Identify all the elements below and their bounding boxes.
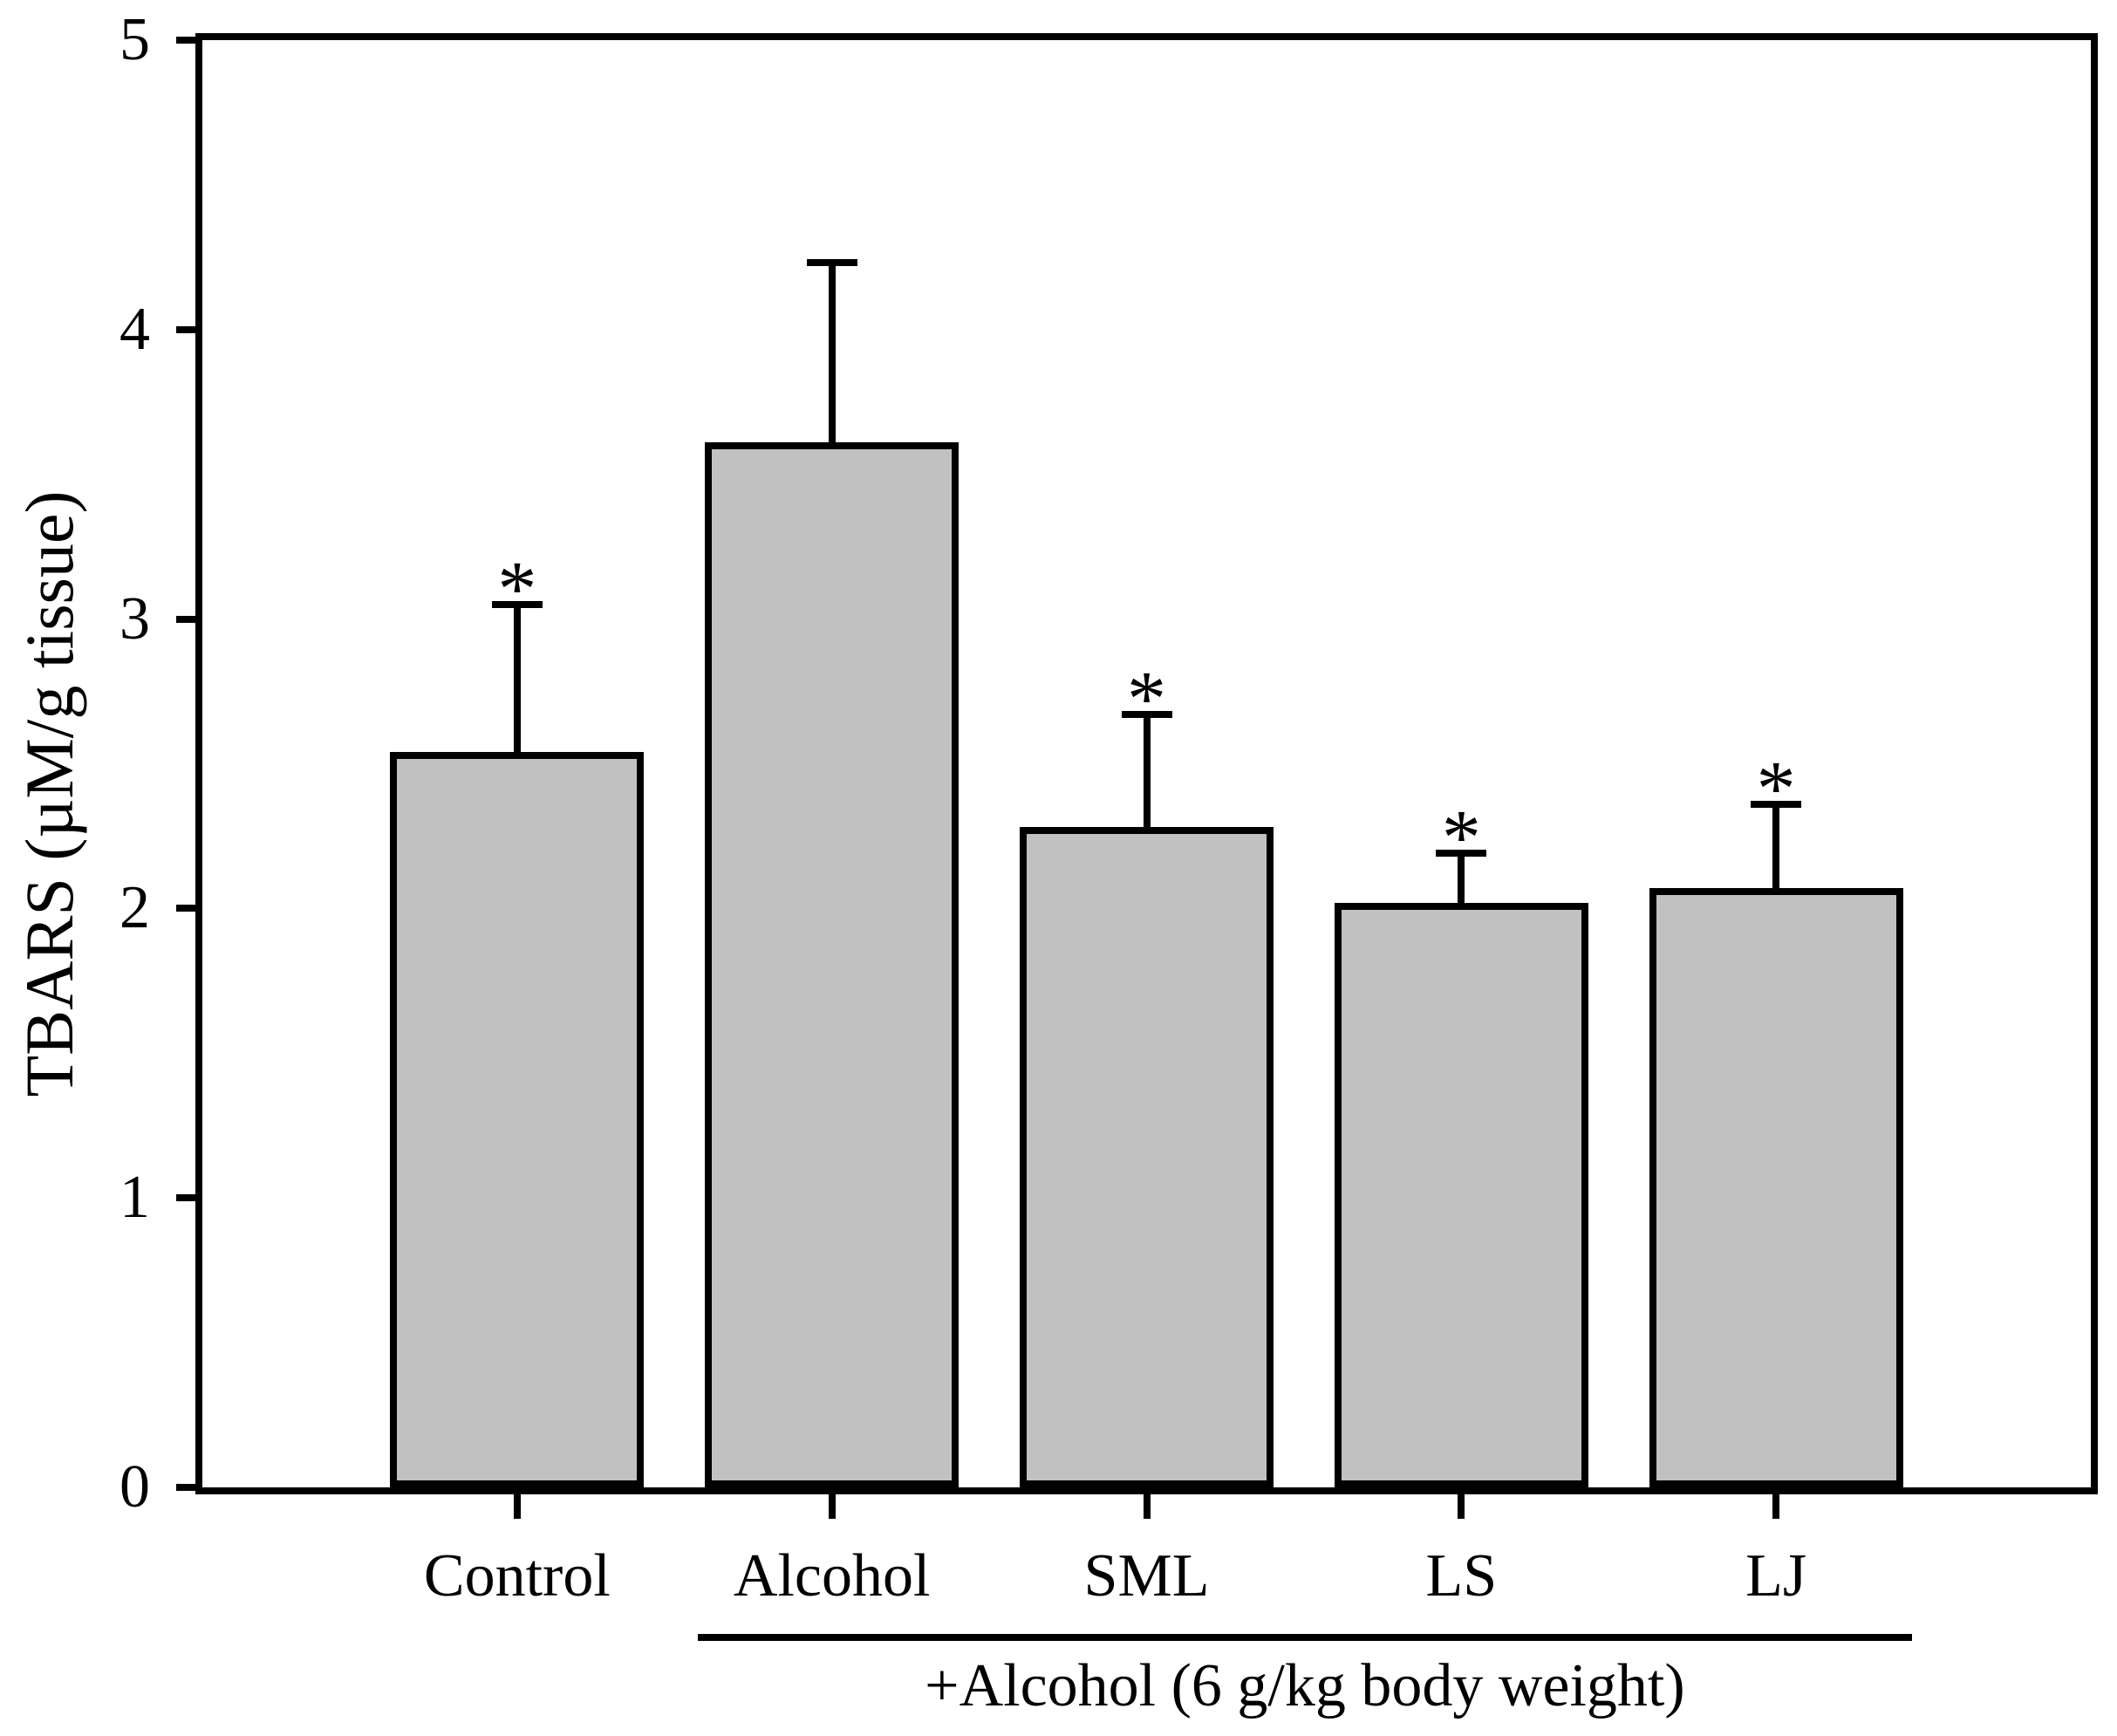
- x-axis-label-sml: SML: [1083, 1542, 1210, 1610]
- x-tick-alcohol: [828, 1494, 836, 1519]
- bar-alcohol: [705, 442, 959, 1487]
- error-bar-cap-control: [491, 601, 543, 608]
- error-bar-cap-lj: [1751, 800, 1802, 808]
- x-tick-ls: [1458, 1494, 1465, 1519]
- error-bar-lj: [1772, 803, 1780, 892]
- error-bar-cap-alcohol: [806, 259, 857, 267]
- x-tick-control: [513, 1494, 521, 1519]
- x-axis-label-ls: LS: [1425, 1542, 1498, 1610]
- significance-asterisk-sml: *: [1127, 656, 1166, 743]
- y-tick-5: [176, 37, 195, 44]
- error-bar-cap-sml: [1121, 711, 1172, 719]
- error-bar-cap-ls: [1436, 850, 1487, 858]
- bar-control: [390, 752, 645, 1487]
- group-annotation-label: +Alcohol (6 g/kg body weight): [925, 1652, 1685, 1719]
- y-axis-title: TBARS (µM/g tissue): [11, 490, 87, 1097]
- y-tick-label-5: 5: [120, 6, 150, 73]
- plot-area-frame: [195, 33, 2098, 1494]
- group-underline: [698, 1634, 1912, 1641]
- y-tick-label-1: 1: [120, 1164, 150, 1232]
- y-tick-0: [176, 1484, 195, 1491]
- x-tick-sml: [1143, 1494, 1151, 1519]
- bar-ls: [1334, 902, 1588, 1487]
- error-bar-alcohol: [828, 263, 836, 447]
- y-tick-2: [176, 905, 195, 912]
- x-axis-label-alcohol: Alcohol: [733, 1542, 931, 1610]
- y-tick-1: [176, 1194, 195, 1202]
- bar-lj: [1649, 888, 1903, 1487]
- y-tick-3: [176, 615, 195, 623]
- y-tick-label-3: 3: [120, 584, 150, 653]
- y-tick-4: [176, 325, 195, 333]
- x-tick-lj: [1772, 1494, 1780, 1519]
- error-bar-ls: [1458, 853, 1465, 906]
- y-tick-label-2: 2: [120, 874, 150, 942]
- x-axis-label-control: Control: [423, 1542, 611, 1610]
- significance-asterisk-lj: *: [1756, 745, 1796, 832]
- significance-asterisk-control: *: [497, 546, 537, 632]
- error-bar-sml: [1143, 714, 1151, 831]
- x-axis-label-lj: LJ: [1745, 1542, 1807, 1610]
- significance-asterisk-ls: *: [1441, 795, 1481, 882]
- y-tick-label-4: 4: [120, 295, 150, 363]
- bar-sml: [1020, 827, 1274, 1487]
- y-tick-label-0: 0: [120, 1453, 150, 1521]
- error-bar-control: [513, 605, 521, 756]
